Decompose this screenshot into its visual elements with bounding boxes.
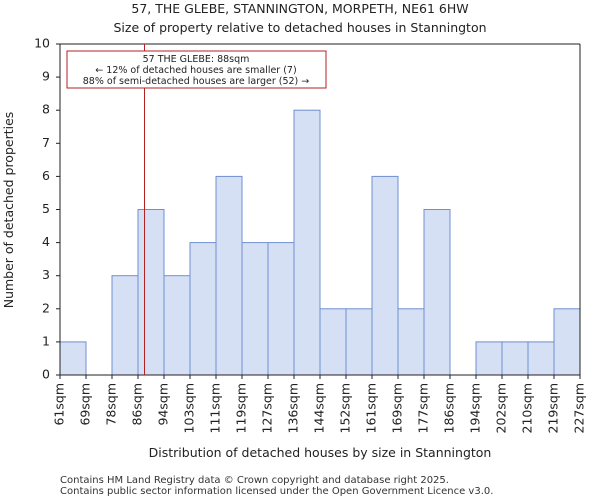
- x-ticks-group: 61sqm 69sqm 78sqm 86sqm 94sqm 103sqm 111sqm 119…: [52, 375, 587, 433]
- x-tick-label-103sqm: 103sqm: [182, 383, 197, 433]
- y-tick-label: 0: [42, 367, 50, 382]
- y-tick-label: 3: [42, 267, 50, 282]
- bar-127sqm: [267, 242, 295, 376]
- x-tick-label-161sqm: 161sqm: [364, 383, 379, 433]
- bar-119sqm: [241, 242, 269, 376]
- x-tick-label-219sqm: 219sqm: [546, 383, 561, 433]
- x-tick-label-69sqm: 69sqm: [78, 383, 93, 426]
- y-tick-label: 4: [42, 234, 50, 249]
- y-tick-label: 10: [34, 36, 50, 51]
- y-axis-label: Number of detached properties: [1, 112, 16, 309]
- x-tick-label-194sqm: 194sqm: [468, 383, 483, 433]
- y-tick-label: 5: [42, 201, 50, 216]
- x-tick-label-111sqm: 111sqm: [208, 383, 223, 433]
- bar-78sqm: [111, 275, 139, 376]
- y-tick-label: 6: [42, 168, 50, 183]
- y-tick-label: 8: [42, 102, 50, 117]
- x-tick-label-186sqm: 186sqm: [442, 383, 457, 433]
- x-tick-label-136sqm: 136sqm: [286, 383, 301, 433]
- x-tick-label-227sqm: 227sqm: [572, 383, 587, 433]
- bar-86sqm: [137, 209, 165, 376]
- footer-line-2: Contains public sector information licen…: [60, 486, 493, 497]
- bar-202sqm: [501, 341, 529, 376]
- bar-144sqm: [319, 308, 347, 376]
- bar-152sqm: [345, 308, 373, 376]
- bar-169sqm: [397, 308, 425, 376]
- y-tick-label: 9: [42, 69, 50, 84]
- bar-194sqm: [475, 341, 503, 376]
- x-tick-label-119sqm: 119sqm: [234, 383, 249, 433]
- x-tick-label-144sqm: 144sqm: [312, 383, 327, 433]
- bar-219sqm: [553, 308, 581, 376]
- x-axis-label: Distribution of detached houses by size …: [149, 445, 492, 460]
- y-ticks-group: 0 1 2 3 4 5 6 7 8 9 10: [34, 36, 60, 382]
- x-tick-label-177sqm: 177sqm: [416, 383, 431, 433]
- annotation-box: [66, 50, 327, 89]
- bar-103sqm: [189, 242, 217, 376]
- bar-161sqm: [371, 175, 399, 376]
- bar-111sqm: [215, 175, 243, 376]
- y-tick-label: 7: [42, 135, 50, 150]
- y-tick-label: 2: [42, 300, 50, 315]
- chart-subtitle: Size of property relative to detached ho…: [113, 20, 486, 35]
- bar-61sqm: [59, 341, 87, 376]
- annotation-line-3: 88% of semi-detached houses are larger (…: [83, 76, 310, 87]
- x-tick-label-86sqm: 86sqm: [130, 383, 145, 426]
- x-tick-label-94sqm: 94sqm: [156, 383, 171, 426]
- x-tick-label-78sqm: 78sqm: [104, 383, 119, 426]
- bar-210sqm: [527, 341, 555, 376]
- annotation-line-1: 57 THE GLEBE: 88sqm: [143, 54, 250, 65]
- x-tick-label-61sqm: 61sqm: [52, 383, 67, 426]
- annotation-line-2: ← 12% of detached houses are smaller (7): [95, 65, 296, 76]
- y-tick-label: 1: [42, 333, 50, 348]
- bars-group: [59, 109, 581, 376]
- x-tick-label-127sqm: 127sqm: [260, 383, 275, 433]
- chart-title: 57, THE GLEBE, STANNINGTON, MORPETH, NE6…: [131, 1, 468, 16]
- footer-line-1: Contains HM Land Registry data © Crown c…: [60, 475, 449, 486]
- bar-136sqm: [293, 109, 321, 376]
- bar-94sqm: [163, 275, 191, 376]
- x-tick-label-210sqm: 210sqm: [520, 383, 535, 433]
- x-tick-label-152sqm: 152sqm: [338, 383, 353, 433]
- x-tick-label-169sqm: 169sqm: [390, 383, 405, 433]
- bar-177sqm: [423, 209, 451, 376]
- x-tick-label-202sqm: 202sqm: [494, 383, 509, 433]
